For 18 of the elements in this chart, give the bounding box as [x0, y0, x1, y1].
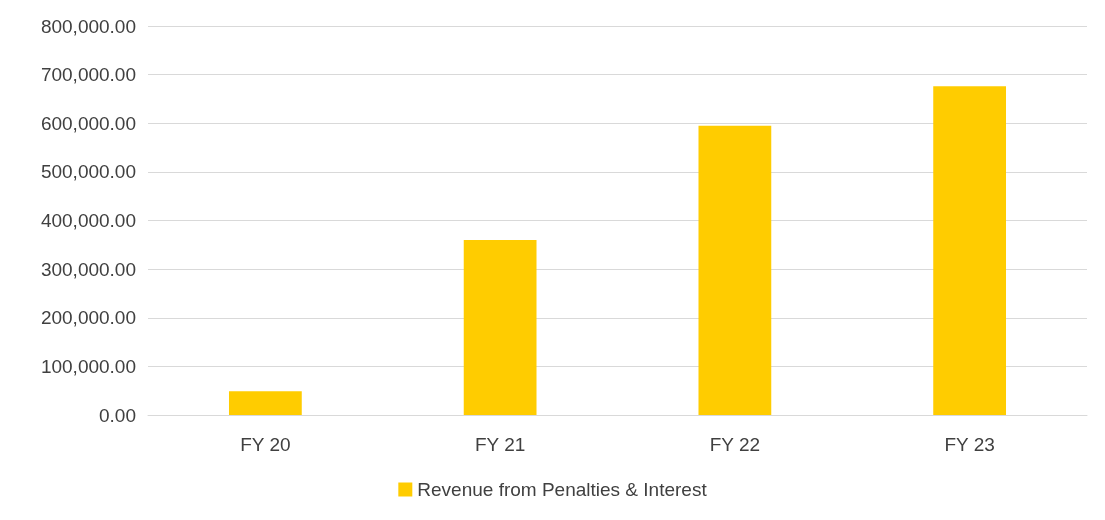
bar	[463, 239, 537, 415]
y-tick-label: 600,000.00	[40, 112, 136, 134]
y-tick-label: 400,000.00	[40, 210, 136, 231]
y-tick-label: 300,000.00	[40, 258, 136, 280]
y-tick-label: 500,000.00	[40, 161, 136, 183]
x-tick-label: FY 23	[944, 434, 995, 455]
bar	[698, 125, 772, 415]
y-tick-label: 800,000.00	[40, 15, 136, 37]
x-tick-label: FY 21	[474, 434, 526, 455]
y-tick-label: 700,000.00	[40, 64, 136, 86]
legend-label: Revenue from Penalties & Interest	[417, 479, 708, 500]
y-tick-label: 0.00	[99, 404, 136, 426]
y-tick-label: 200,000.00	[40, 307, 136, 329]
x-tick-label: FY 20	[240, 434, 291, 455]
bar	[933, 86, 1007, 415]
bar	[228, 391, 302, 415]
y-tick-label: 100,000.00	[40, 355, 136, 377]
x-tick-label: FY 22	[709, 434, 761, 455]
